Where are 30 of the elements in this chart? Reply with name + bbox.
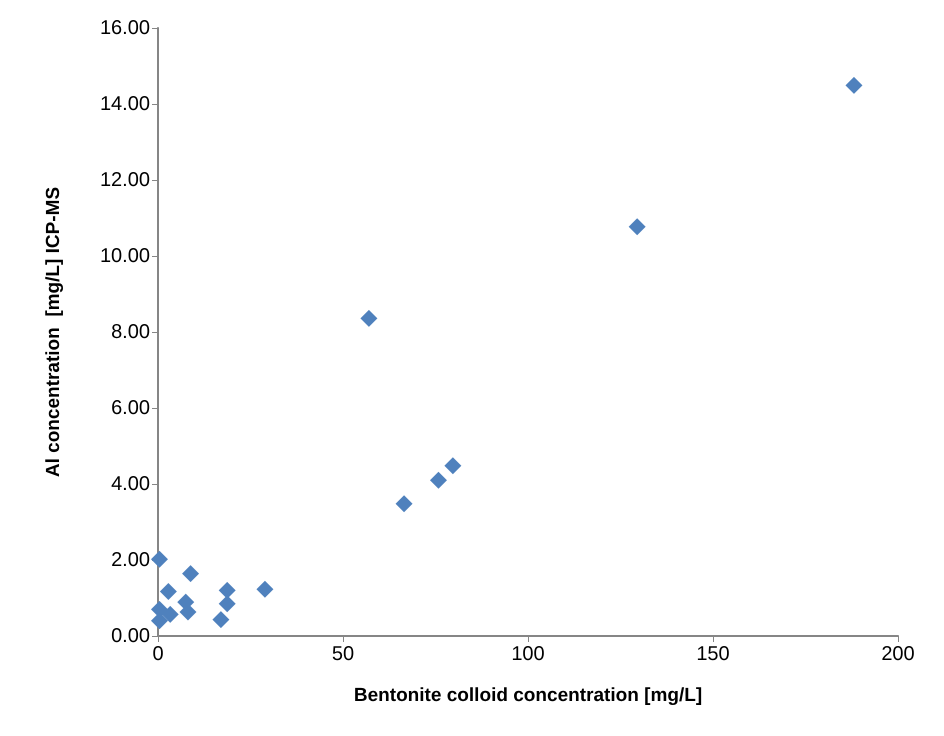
point bbox=[162, 606, 179, 623]
point bbox=[218, 595, 236, 612]
point bbox=[360, 310, 378, 327]
x-tick-label: 100 bbox=[511, 643, 545, 665]
y-tick-label: 16.00 bbox=[100, 17, 150, 39]
y-tick-label: 2.00 bbox=[111, 549, 150, 571]
point bbox=[256, 580, 274, 598]
point bbox=[160, 583, 177, 600]
point bbox=[628, 218, 646, 236]
point bbox=[218, 582, 236, 599]
point bbox=[845, 76, 862, 94]
y-tick-label: 10.00 bbox=[100, 245, 150, 267]
point bbox=[150, 550, 168, 568]
point bbox=[182, 565, 200, 582]
x-axis-title: Bentonite colloid concentration [mg/L] bbox=[354, 685, 702, 706]
x-tick-label: 200 bbox=[881, 643, 915, 665]
x-tick-label: 50 bbox=[332, 643, 354, 665]
y-tick-label: 0.00 bbox=[111, 625, 150, 647]
y-tick-label: 4.00 bbox=[111, 473, 150, 495]
y-tick-label: 8.00 bbox=[111, 321, 150, 343]
y-tick-label: 6.00 bbox=[111, 397, 150, 419]
x-tick-label: 0 bbox=[152, 643, 164, 665]
point bbox=[430, 472, 447, 489]
y-tick-label: 12.00 bbox=[100, 169, 150, 191]
y-tick-label: 14.00 bbox=[100, 93, 150, 115]
x-tick-label: 150 bbox=[696, 643, 730, 665]
point bbox=[444, 457, 462, 474]
point bbox=[212, 611, 230, 628]
y-axis-title: Al concentration [mg/L] ICP-MS bbox=[43, 186, 64, 478]
point bbox=[396, 495, 413, 512]
